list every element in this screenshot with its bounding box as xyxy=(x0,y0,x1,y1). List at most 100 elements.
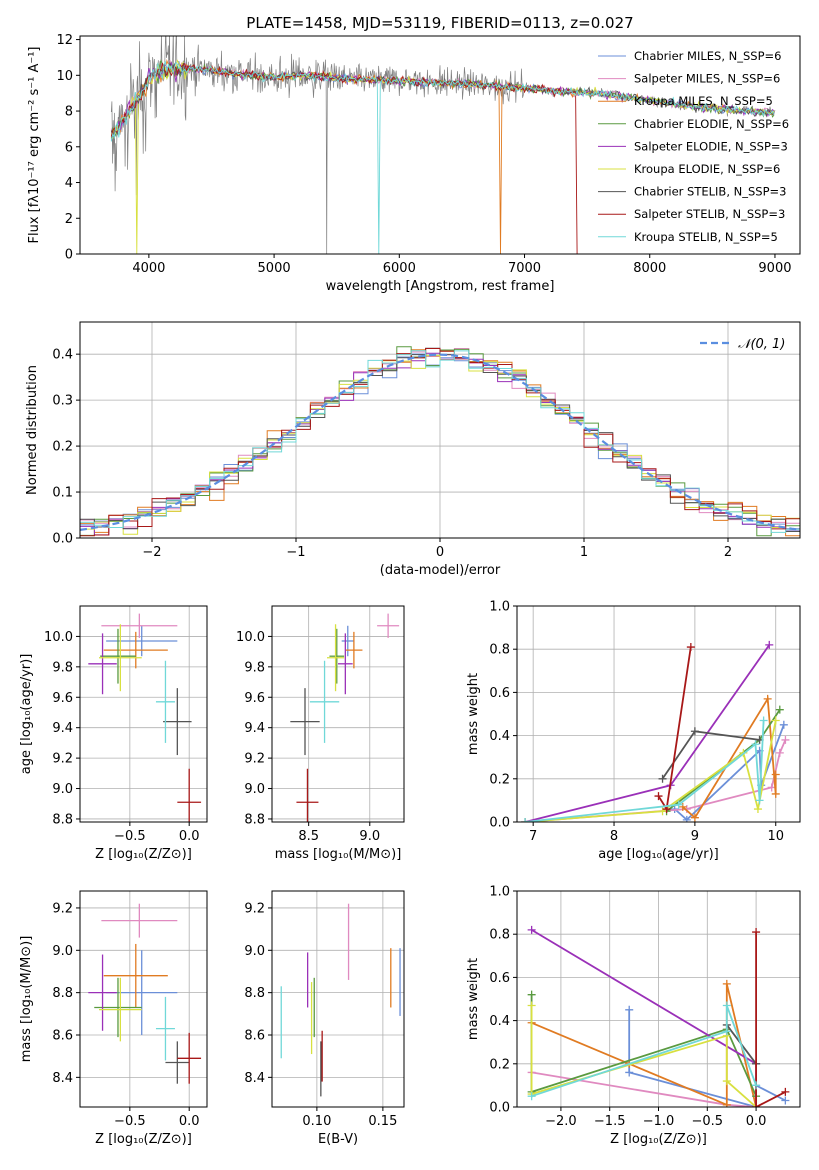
axes-2 xyxy=(76,606,207,826)
y-tick-label: 0.2 xyxy=(52,440,73,455)
x-axis-label: wavelength [Angstrom, rest frame] xyxy=(326,279,555,294)
weight-line xyxy=(530,994,757,1097)
axes-3 xyxy=(268,606,404,826)
weight-marker xyxy=(654,792,663,801)
weight-marker xyxy=(771,716,780,725)
legend-label: 𝒩(0, 1) xyxy=(738,337,785,352)
y-tick-label: 2 xyxy=(65,212,73,227)
weight-marker xyxy=(752,1081,761,1090)
y-tick-label: 9.6 xyxy=(52,691,73,706)
y-tick-label: 0.4 xyxy=(52,348,73,363)
weight-marker xyxy=(682,815,691,822)
weight-marker xyxy=(658,807,667,816)
plot-area-7 xyxy=(527,925,790,1107)
x-tick-label: 7000 xyxy=(508,261,541,276)
weight-marker xyxy=(678,802,687,811)
y-tick-label: 8.8 xyxy=(244,812,265,827)
plot-area-4 xyxy=(521,640,790,822)
weight-marker xyxy=(753,805,762,814)
y-tick-label: 9.6 xyxy=(244,691,265,706)
y-axis-label: mass [log₁₀(M/M⊙)] xyxy=(19,936,34,1063)
y-tick-label: 9.0 xyxy=(244,782,265,797)
y-tick-label: 8.4 xyxy=(244,1071,265,1086)
weight-marker xyxy=(781,1096,790,1105)
x-tick-label: 4000 xyxy=(132,261,165,276)
weight-marker xyxy=(625,1005,634,1014)
legend-label: Kroupa ELODIE, N_SSP=6 xyxy=(634,162,780,176)
y-tick-label: 8 xyxy=(65,105,73,120)
y-tick-label: 9.0 xyxy=(52,782,73,797)
weight-marker xyxy=(690,727,699,736)
weight-marker xyxy=(771,770,780,779)
weight-marker xyxy=(722,1100,731,1107)
y-tick-label: 4 xyxy=(65,176,73,191)
y-axis-label: Normed distribution xyxy=(25,365,40,495)
x-tick-label: −0.5 xyxy=(692,1114,724,1129)
axes-frame xyxy=(79,35,801,255)
y-tick-label: 0.2 xyxy=(489,772,510,787)
weight-marker xyxy=(722,1077,731,1086)
y-tick-label: 0.0 xyxy=(489,816,510,831)
y-tick-label: 10.0 xyxy=(236,630,265,645)
y-tick-label: 0.8 xyxy=(489,928,510,943)
axes-frame xyxy=(79,605,208,823)
weight-marker xyxy=(658,774,667,783)
weight-line xyxy=(531,1071,757,1107)
y-tick-label: 0.2 xyxy=(489,1057,510,1072)
x-tick-label: 8 xyxy=(610,829,618,844)
x-tick-label: 1 xyxy=(580,545,588,560)
axes-frame xyxy=(271,605,405,823)
weight-marker xyxy=(690,813,699,822)
weight-marker xyxy=(521,818,530,822)
y-tick-label: 8.8 xyxy=(244,986,265,1001)
y-axis-label: mass weight xyxy=(466,958,481,1040)
y-tick-label: 0.6 xyxy=(489,971,510,986)
axes-1 xyxy=(76,322,800,542)
legend-label: Kroupa MILES, N_SSP=5 xyxy=(634,94,773,108)
y-tick-label: 6 xyxy=(65,140,73,155)
weight-marker xyxy=(771,789,780,798)
x-tick-label: 10 xyxy=(767,829,784,844)
x-tick-label: 0.0 xyxy=(746,1114,767,1129)
weight-marker xyxy=(527,1092,536,1101)
y-tick-label: 0.1 xyxy=(52,486,73,501)
weight-line xyxy=(755,932,786,1107)
weight-marker xyxy=(759,716,768,725)
axes-6 xyxy=(268,891,404,1111)
weight-marker xyxy=(765,640,774,649)
x-tick-label: −1.5 xyxy=(594,1114,626,1129)
chart-title: PLATE=1458, MJD=53119, FIBERID=0113, z=0… xyxy=(246,14,633,32)
legend-label: Chabrier MILES, N_SSP=6 xyxy=(634,49,781,63)
weight-marker xyxy=(751,740,760,749)
x-tick-label: −1.0 xyxy=(643,1114,675,1129)
weight-marker xyxy=(763,694,772,703)
weight-marker xyxy=(781,735,790,744)
weight-marker xyxy=(527,1001,536,1010)
legend-label: Salpeter STELIB, N_SSP=3 xyxy=(634,207,785,221)
y-tick-label: 0.6 xyxy=(489,686,510,701)
weight-marker xyxy=(674,800,683,809)
legend-label: Salpeter MILES, N_SSP=6 xyxy=(634,72,780,86)
y-tick-label: 9.2 xyxy=(244,901,265,916)
weight-marker xyxy=(755,796,764,805)
y-tick-label: 9.2 xyxy=(52,901,73,916)
weight-marker xyxy=(752,1103,761,1107)
model-spectrum-5 xyxy=(110,59,775,254)
x-tick-label: 5000 xyxy=(258,261,291,276)
axes-0 xyxy=(76,39,776,258)
x-tick-label: −0.5 xyxy=(114,829,146,844)
x-tick-label: −2 xyxy=(142,545,161,560)
y-tick-label: 1.0 xyxy=(489,600,510,615)
normal-curve xyxy=(80,353,800,531)
x-tick-label: 8000 xyxy=(633,261,666,276)
model-spectrum-8 xyxy=(110,60,775,254)
weight-marker xyxy=(722,1027,731,1036)
x-tick-label: 0.0 xyxy=(179,1114,200,1129)
weight-marker xyxy=(722,979,731,988)
y-axis-label: Flux [fλ10⁻¹⁷ erg cm⁻² s⁻¹ A⁻¹] xyxy=(27,47,42,244)
weight-line xyxy=(524,644,771,822)
plot-area-3 xyxy=(290,613,400,822)
plot-area-1 xyxy=(80,346,800,537)
axes-frame xyxy=(516,605,801,823)
axes-frame xyxy=(516,890,801,1108)
